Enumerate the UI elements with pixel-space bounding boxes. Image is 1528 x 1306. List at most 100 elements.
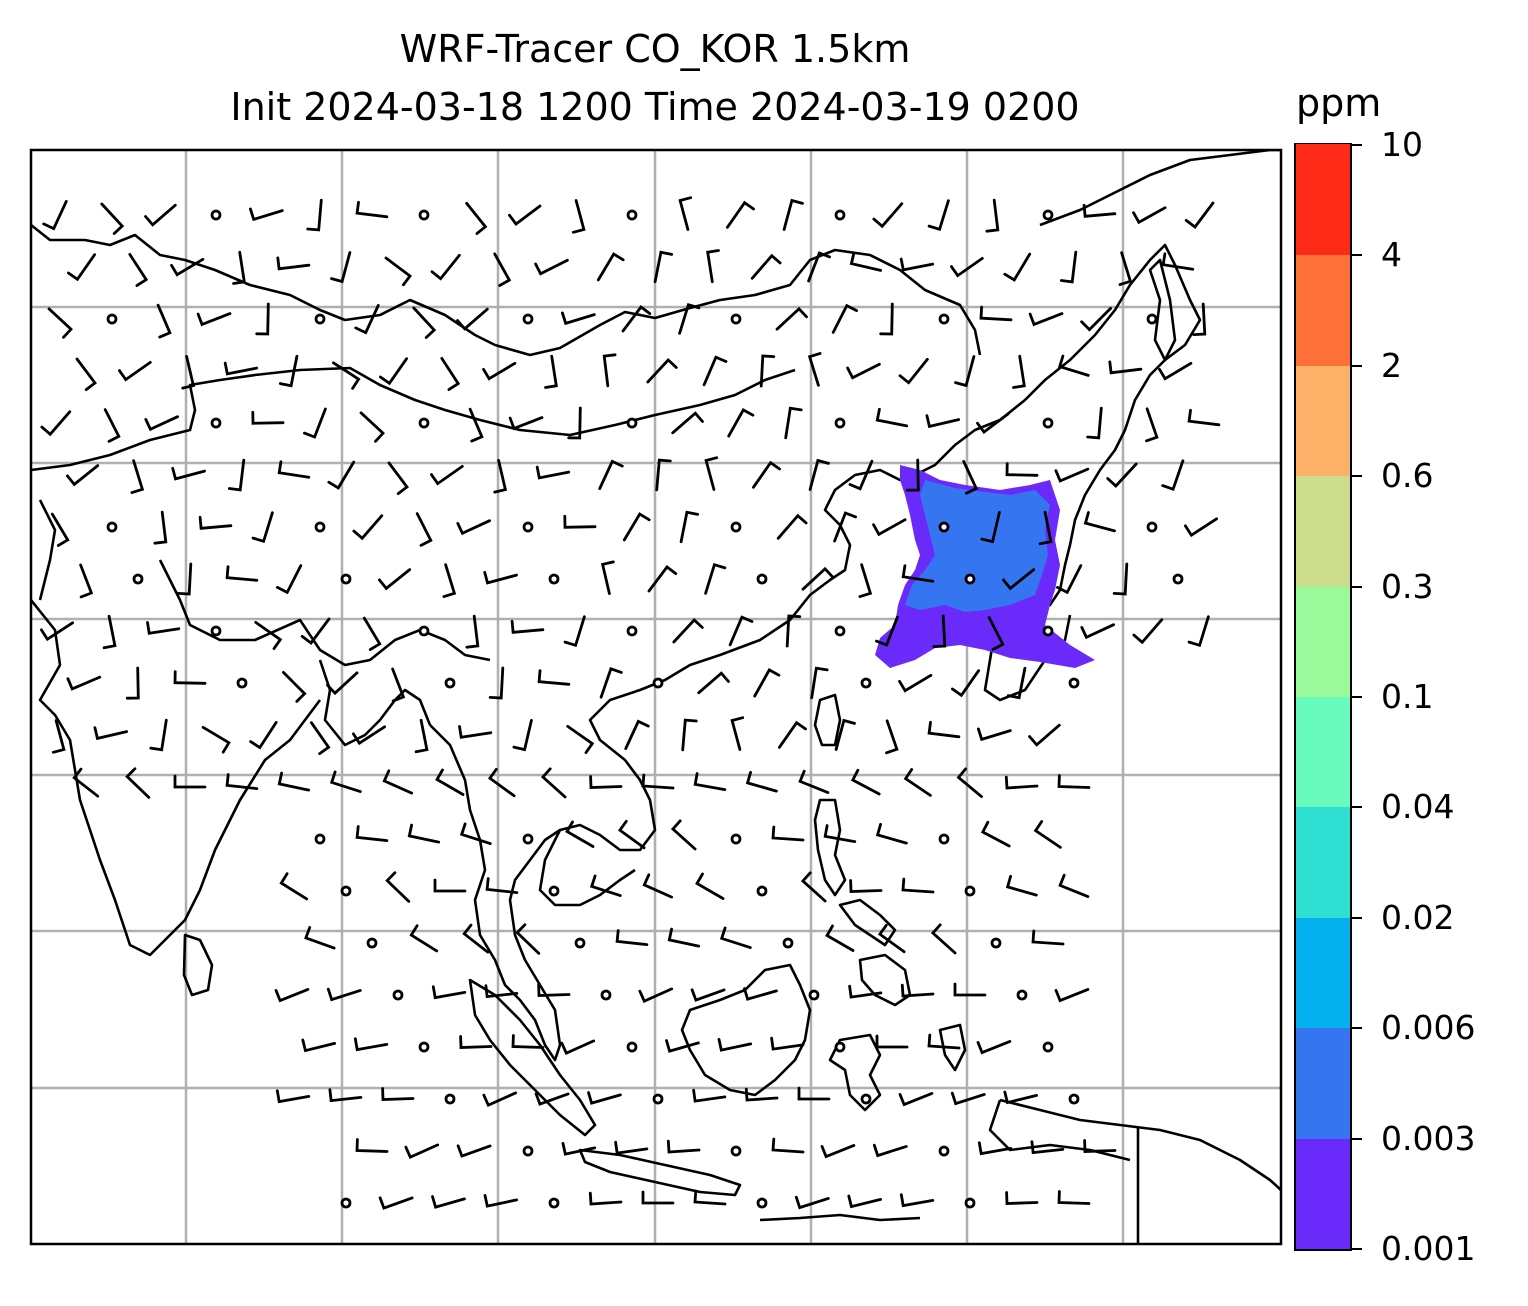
wind-barb bbox=[776, 513, 808, 540]
wind-barb bbox=[310, 721, 331, 755]
wind-barb bbox=[903, 768, 932, 797]
wind-barb bbox=[67, 253, 96, 282]
wind-barb bbox=[442, 563, 457, 598]
wind-barb bbox=[330, 251, 352, 284]
wind-barb bbox=[979, 305, 1013, 322]
wind-barb bbox=[1080, 623, 1115, 640]
wind-barb bbox=[170, 257, 205, 277]
calm-wind-marker bbox=[808, 989, 820, 1001]
wind-barb bbox=[1054, 988, 1090, 1003]
calm-wind-marker bbox=[860, 677, 872, 689]
wind-barb bbox=[771, 825, 805, 842]
calm-wind-marker bbox=[444, 677, 456, 689]
wind-barb bbox=[1004, 775, 1039, 790]
colorbar-segment bbox=[1296, 144, 1350, 256]
wind-barb bbox=[600, 560, 615, 595]
wind-barb bbox=[951, 669, 980, 698]
wind-barb bbox=[641, 1190, 675, 1205]
wind-barb bbox=[672, 618, 704, 644]
luzon-coastline bbox=[813, 798, 847, 897]
wind-barb bbox=[670, 819, 697, 851]
colorbar-segment bbox=[1296, 1027, 1350, 1139]
wind-barb bbox=[409, 924, 439, 953]
calm-wind-marker bbox=[210, 209, 222, 221]
wind-barb bbox=[671, 411, 704, 435]
colorbar-tick-label: 0.003 bbox=[1381, 1118, 1476, 1158]
calm-wind-marker bbox=[782, 937, 794, 949]
wind-barb bbox=[378, 1196, 414, 1210]
colorbar-tick-label: 0.006 bbox=[1381, 1008, 1476, 1048]
wind-barb bbox=[848, 459, 874, 491]
wind-barb bbox=[414, 718, 429, 754]
wind-barb bbox=[130, 459, 145, 494]
calm-wind-marker bbox=[730, 313, 742, 325]
wind-barb bbox=[79, 563, 94, 599]
wind-barb bbox=[727, 408, 755, 438]
wind-barb bbox=[379, 357, 408, 386]
wind-barb bbox=[1058, 873, 1090, 898]
wind-barb bbox=[681, 718, 698, 752]
wind-barb bbox=[679, 510, 700, 544]
wind-barb bbox=[784, 406, 803, 440]
wind-barb bbox=[482, 361, 517, 381]
wind-barb bbox=[642, 873, 674, 899]
calm-wind-marker bbox=[1146, 521, 1158, 533]
map-gridlines bbox=[31, 150, 1281, 1244]
wind-barb bbox=[173, 774, 207, 789]
colorbar-tick-label: 0.3 bbox=[1381, 566, 1434, 606]
wind-barb bbox=[566, 725, 595, 754]
wind-barb bbox=[225, 565, 259, 582]
wind-barb bbox=[667, 927, 701, 948]
wind-barb bbox=[801, 566, 834, 591]
wind-barb bbox=[328, 1088, 363, 1103]
wind-barb bbox=[537, 669, 571, 686]
wind-barb bbox=[385, 871, 411, 903]
lesser-sunda-islands bbox=[759, 1213, 921, 1222]
south-asia-boundary bbox=[38, 499, 491, 667]
wind-barb bbox=[125, 666, 140, 700]
wind-barb bbox=[697, 671, 730, 695]
calm-wind-marker bbox=[990, 937, 1002, 949]
wind-barb bbox=[227, 458, 246, 492]
wind-barb bbox=[706, 249, 720, 284]
wind-barb bbox=[332, 361, 361, 390]
wind-barb bbox=[412, 306, 437, 339]
wind-barb bbox=[51, 719, 66, 754]
calm-wind-marker bbox=[730, 521, 742, 533]
wind-barb bbox=[301, 1038, 336, 1053]
sulawesi-coastline bbox=[828, 1033, 882, 1112]
wind-barb bbox=[1002, 568, 1036, 591]
sri-lanka-coastline bbox=[182, 933, 214, 997]
wind-barb bbox=[571, 199, 586, 234]
java-coastline bbox=[578, 1148, 742, 1197]
wind-barb bbox=[482, 1091, 518, 1107]
wind-barb bbox=[905, 458, 920, 492]
wind-barb bbox=[537, 983, 571, 997]
calm-wind-marker bbox=[756, 573, 768, 585]
colorbar-segment bbox=[1296, 365, 1350, 477]
wind-barb bbox=[249, 721, 278, 750]
wind-barb bbox=[352, 725, 386, 746]
wind-barb bbox=[277, 460, 311, 479]
wind-barb bbox=[693, 1189, 727, 1206]
calm-wind-marker bbox=[964, 1197, 976, 1209]
wind-barb bbox=[1083, 511, 1116, 533]
calm-wind-marker bbox=[626, 417, 638, 429]
wind-barb bbox=[1059, 250, 1078, 284]
wind-barb bbox=[560, 1039, 596, 1055]
wind-barb bbox=[355, 200, 389, 219]
colorbar-tick bbox=[1352, 254, 1362, 257]
calm-wind-marker bbox=[652, 1093, 664, 1105]
wind-barb bbox=[353, 1037, 389, 1052]
wind-barb bbox=[362, 616, 382, 651]
wind-barb bbox=[153, 510, 168, 545]
wind-barb bbox=[599, 667, 623, 699]
wind-barb bbox=[726, 200, 755, 229]
wind-barb bbox=[1080, 307, 1112, 332]
calm-wind-marker bbox=[834, 209, 846, 221]
wind-barb bbox=[279, 872, 309, 901]
calm-wind-marker bbox=[548, 573, 560, 585]
colorbar-tick-label: 4 bbox=[1381, 235, 1402, 275]
calm-wind-marker bbox=[834, 417, 846, 429]
calm-wind-marker bbox=[522, 833, 534, 845]
